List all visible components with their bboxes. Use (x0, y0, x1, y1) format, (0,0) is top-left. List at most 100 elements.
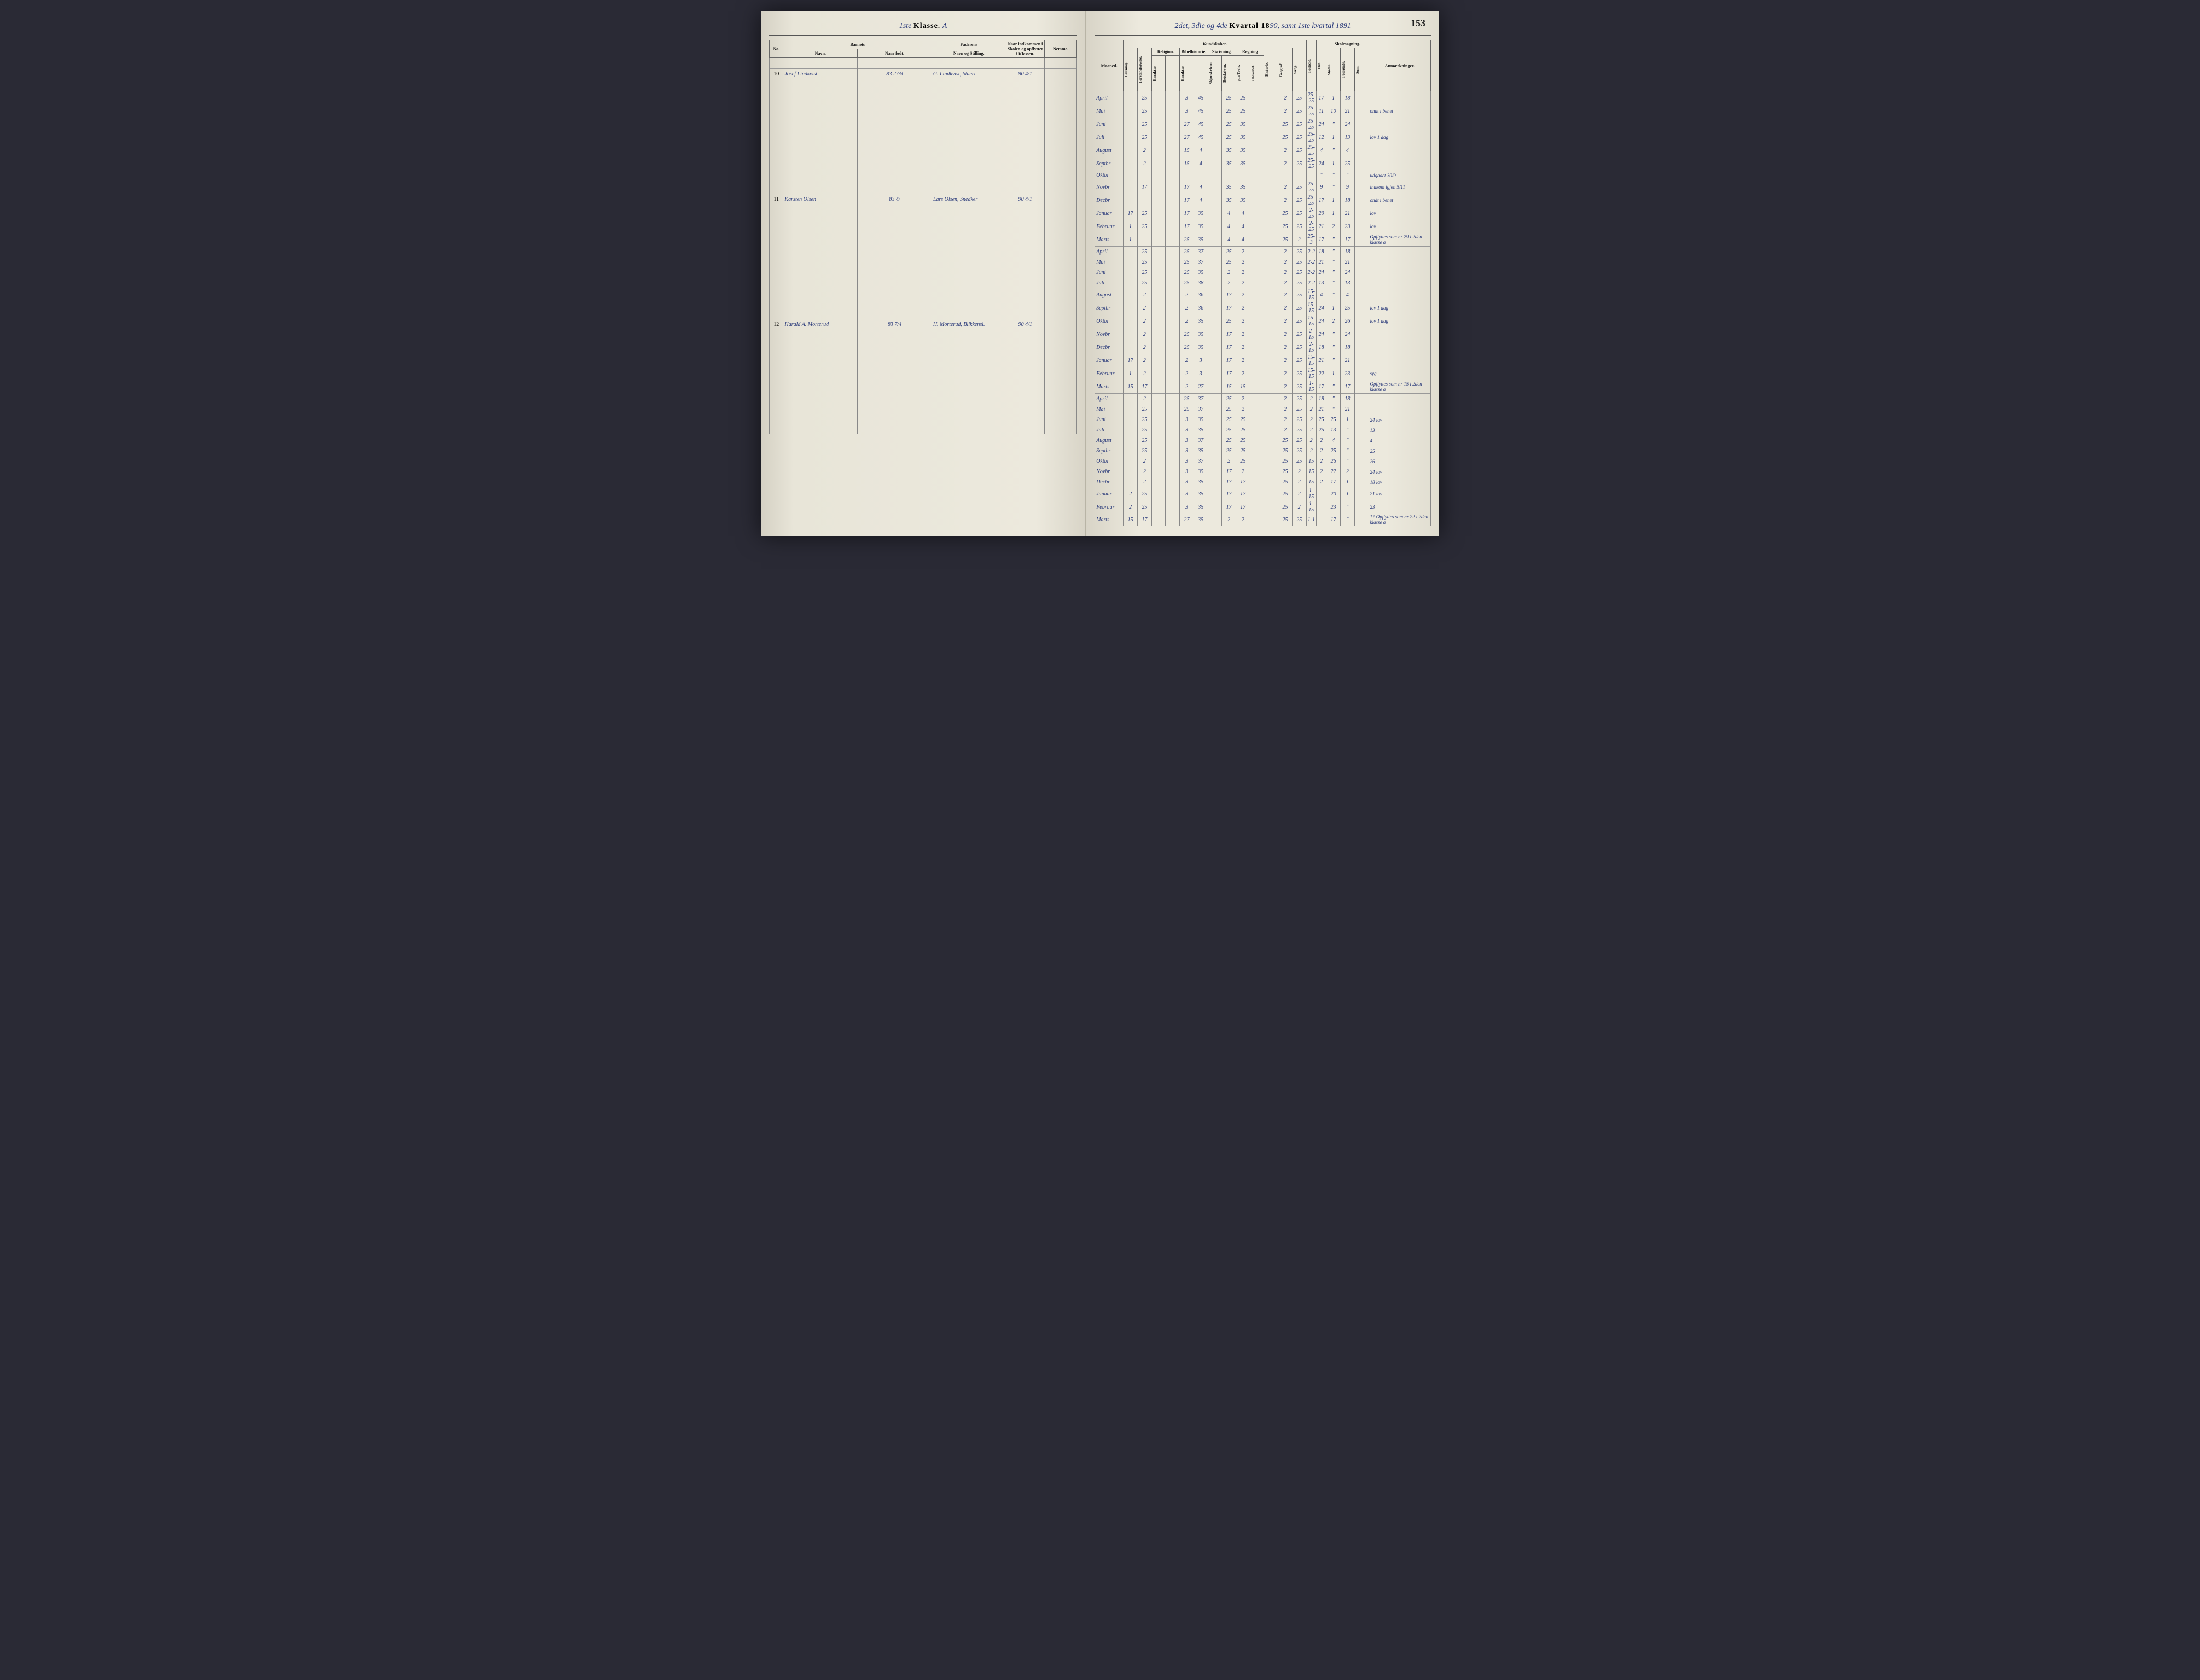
table-row: Februar22533517172521-1523"23 (1095, 500, 1431, 514)
cell (932, 402, 1006, 413)
cell (1006, 100, 1044, 110)
klasse-ordinal: 1ste (899, 22, 912, 30)
cell (1264, 466, 1278, 477)
cell (1369, 278, 1430, 288)
cell (1006, 205, 1044, 215)
cell (1264, 267, 1278, 278)
cell: 1-15 (1306, 487, 1316, 500)
cell: 1 (1326, 207, 1341, 220)
cell (1208, 500, 1222, 514)
cell: 35 (1194, 466, 1208, 477)
cell: 18 (1316, 247, 1326, 258)
cell (1151, 207, 1166, 220)
cell (1354, 487, 1369, 500)
cell (1151, 233, 1166, 247)
cell (1208, 514, 1222, 526)
cell (1151, 278, 1166, 288)
cell: 25 (1236, 415, 1250, 425)
cell (783, 110, 858, 121)
cell (1166, 194, 1180, 207)
cell (1151, 144, 1166, 157)
cell (1208, 394, 1222, 405)
cell: 25 (1138, 131, 1152, 144)
cell (1124, 118, 1138, 131)
cell: 25 (1278, 131, 1293, 144)
cell (858, 267, 932, 277)
cell (932, 371, 1006, 382)
cell: 25 (1222, 104, 1236, 118)
cell (783, 162, 858, 173)
cell (1208, 466, 1222, 477)
cell (1166, 233, 1180, 247)
cell: 25 (1180, 278, 1194, 288)
table-row: Juli25335252522522513"13 (1095, 425, 1431, 435)
cell: 1 (1341, 477, 1355, 487)
cell (1044, 340, 1076, 351)
cell (770, 413, 783, 423)
cell: 2 (1278, 367, 1293, 380)
cell: 17 (1222, 466, 1236, 477)
cell: 13 (1326, 425, 1341, 435)
cell (1354, 354, 1369, 367)
cell: 2 (1278, 247, 1293, 258)
cell (1124, 415, 1138, 425)
cell: 25 (1236, 425, 1250, 435)
cell: Februar (1095, 367, 1124, 380)
cell: 25 (1278, 514, 1293, 526)
table-row: Septbr25335252525252225"25 (1095, 446, 1431, 456)
cell: 25 (1138, 267, 1152, 278)
table-row (770, 361, 1077, 371)
cell (1006, 392, 1044, 402)
table-row (770, 277, 1077, 288)
cell: 25 (1138, 415, 1152, 425)
kvartal-prefix: 2det, 3die og 4de (1174, 22, 1227, 30)
cell (770, 162, 783, 173)
cell: 35 (1222, 194, 1236, 207)
cell (1208, 435, 1222, 446)
cell (770, 423, 783, 434)
cell: 90 4/1 (1006, 194, 1044, 205)
cell (1151, 341, 1166, 354)
right-page: 153 2det, 3die og 4de Kvartal 1890, samt… (1086, 11, 1439, 536)
cell: 25 (1138, 207, 1152, 220)
cell (1264, 144, 1278, 157)
cell: 17 (1316, 233, 1326, 247)
cell: 4 (1222, 207, 1236, 220)
table-row: Marts125354425225-317"17Opflyttes som nr… (1095, 233, 1431, 247)
cell (858, 110, 932, 121)
cell: 25 (1292, 514, 1306, 526)
left-table: No. Barnets Faderens Naar indkommen i Sk… (769, 40, 1077, 434)
cell: 9 (1316, 180, 1326, 194)
table-row (770, 246, 1077, 256)
cell: 21 lov (1369, 487, 1430, 500)
cell: 25 (1222, 435, 1236, 446)
table-row (770, 340, 1077, 351)
cell (932, 58, 1006, 69)
table-row: August2533725252525224"4 (1095, 435, 1431, 446)
cell: 25 (1326, 415, 1341, 425)
cell (858, 256, 932, 267)
cell (1138, 233, 1152, 247)
cell: 17 (1236, 500, 1250, 514)
cell: 4 (1316, 288, 1326, 301)
cell (858, 131, 932, 142)
cell: 17 (1222, 354, 1236, 367)
cell: 2 (1316, 466, 1326, 477)
cell: 2 (1306, 404, 1316, 415)
table-row: Decbr225351722252-1518"18 (1095, 341, 1431, 354)
cell (770, 351, 783, 361)
cell: 27 (1180, 514, 1194, 526)
cell: 2 (1316, 435, 1326, 446)
cell: 3 (1194, 367, 1208, 380)
cell: Decbr (1095, 341, 1124, 354)
cell (1124, 91, 1138, 105)
cell: " (1341, 500, 1355, 514)
cell: 1-1 (1306, 514, 1316, 526)
cell: 25 (1292, 180, 1306, 194)
klasse-letter: A (942, 22, 947, 30)
cell (1166, 328, 1180, 341)
cell: 25 (1292, 328, 1306, 341)
cell: 35 (1194, 233, 1208, 247)
col-nemme: Nemme. (1044, 40, 1076, 58)
cell (1151, 257, 1166, 267)
